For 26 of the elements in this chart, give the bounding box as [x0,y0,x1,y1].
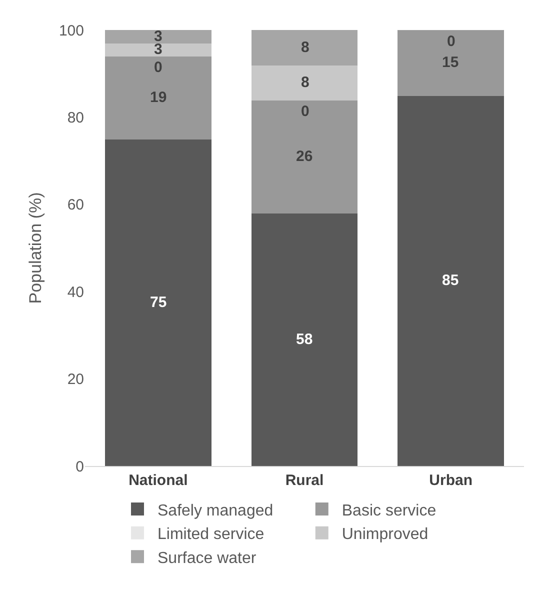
data-label: 19 [150,89,167,106]
data-label: 15 [442,54,459,71]
y-tick-label: 0 [76,458,84,476]
x-tick-label: Urban [429,472,472,489]
data-label: 75 [150,294,167,311]
y-tick-label: 60 [67,196,84,214]
data-label: 58 [296,331,313,348]
y-tick-label: 20 [67,371,84,388]
data-label: 0 [154,59,162,76]
legend-label: Surface water [158,550,257,567]
data-label: 0 [447,33,456,50]
legend-label: Safely managed [158,502,274,520]
legend-label: Limited service [158,526,264,544]
data-label: 0 [301,103,310,120]
data-label: 26 [296,148,313,165]
y-tick-label: 40 [67,284,84,301]
data-label: 85 [442,272,459,289]
x-tick-label: Rural [285,472,324,489]
x-tick-label: National [128,472,188,489]
y-tick-label: 100 [58,22,84,40]
legend-label: Basic service [342,502,436,520]
data-label: 8 [301,39,310,56]
legend-label: Unimproved [342,526,428,544]
data-label: 8 [301,74,310,91]
y-tick-label: 80 [67,109,84,126]
y-axis-title: Population (%) [26,192,45,304]
